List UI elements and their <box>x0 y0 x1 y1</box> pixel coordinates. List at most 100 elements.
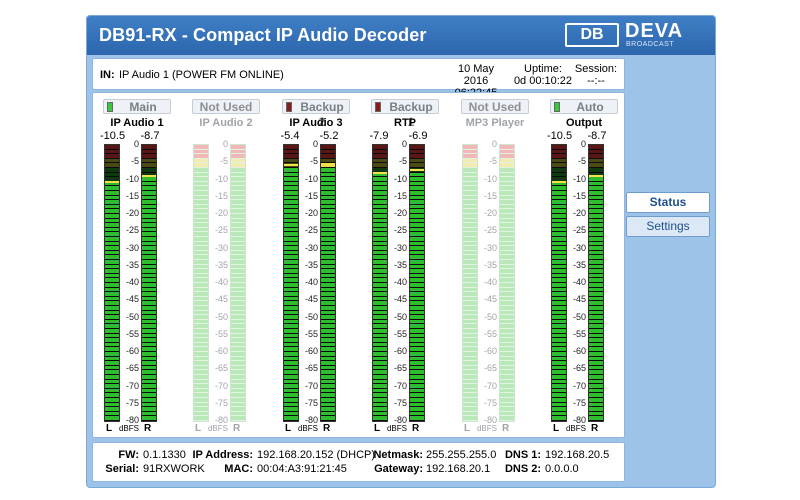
source-button-label: Backup 1 <box>389 100 433 129</box>
meter-segment <box>142 287 156 292</box>
meter-segment <box>463 416 477 420</box>
meter-segment <box>194 214 208 218</box>
meter-segment <box>321 338 335 342</box>
meter-segment <box>105 158 119 163</box>
scale-tick-label: -5 <box>130 156 139 167</box>
meter-segment <box>373 255 387 259</box>
meter-segment <box>410 342 424 347</box>
meter-segment <box>463 163 477 167</box>
meter-segment <box>463 264 477 269</box>
meter-segment <box>589 315 603 319</box>
meter-segment <box>463 227 477 232</box>
netmask-value: 255.255.255.0 <box>426 449 497 461</box>
meter-segment <box>410 209 424 213</box>
meter-segment <box>105 365 119 370</box>
meter-segment <box>105 342 119 347</box>
meter-segment <box>410 172 424 177</box>
level-meter-right <box>409 144 425 422</box>
meter-segment <box>194 200 208 204</box>
meter-segment <box>373 149 387 154</box>
meter-segment <box>410 200 424 204</box>
meter-segment <box>284 278 298 282</box>
meter-segment <box>142 269 156 273</box>
meter-segment <box>500 181 514 186</box>
source-button[interactable]: Not Used <box>461 99 529 114</box>
meter-segment <box>552 301 566 305</box>
meter-segment <box>142 361 156 365</box>
tab-settings[interactable]: Settings <box>626 216 710 237</box>
source-button[interactable]: Auto <box>550 99 618 114</box>
meter-segment <box>552 319 566 324</box>
meter-segment <box>142 338 156 342</box>
meter-segment <box>589 250 603 255</box>
meter-segment <box>552 214 566 218</box>
meter-segment <box>589 393 603 397</box>
meter-segment <box>142 264 156 269</box>
source-button[interactable]: Backup 1 <box>371 99 439 129</box>
meter-segment <box>194 149 208 154</box>
meter-segment <box>373 292 387 296</box>
scale-tick-label: -25 <box>304 225 318 236</box>
meter-segment <box>284 379 298 384</box>
source-button[interactable]: Backup 2 <box>282 99 350 129</box>
meter-segment <box>589 158 603 163</box>
meter-segment <box>105 273 119 278</box>
scale-tick-label: -10 <box>393 173 407 184</box>
scale-tick-label: -30 <box>393 242 407 253</box>
meter-segment <box>284 411 298 416</box>
meter-segment <box>552 416 566 420</box>
source-button[interactable]: Not Used <box>192 99 260 114</box>
meter-segment <box>284 154 298 158</box>
scale-tick-label: -45 <box>393 294 407 305</box>
right-channel-label: R <box>591 423 599 434</box>
meter-segment <box>500 273 514 278</box>
meter-segment <box>284 172 298 177</box>
meter-segment <box>410 260 424 264</box>
meter-segment <box>105 172 119 177</box>
scale-tick-label: -30 <box>572 242 586 253</box>
meter-segment <box>463 407 477 411</box>
meter-segment <box>105 191 119 195</box>
scale-tick-label: -30 <box>483 242 497 253</box>
meter-segment <box>231 260 245 264</box>
meter-segment <box>321 195 335 200</box>
dns2-label: DNS 2: <box>504 463 541 475</box>
meter-segment <box>142 191 156 195</box>
meter-segment <box>589 310 603 315</box>
meter-segment <box>589 411 603 416</box>
meter-segment <box>321 232 335 236</box>
meter-segment <box>410 149 424 154</box>
source-button[interactable]: Main <box>103 99 171 114</box>
meter-segment <box>589 186 603 190</box>
meter-segment <box>410 402 424 407</box>
meter-segment <box>321 393 335 397</box>
meter-segment <box>194 163 208 167</box>
meter-segment <box>105 209 119 213</box>
scale-tick-label: -40 <box>125 277 139 287</box>
meter-segment <box>373 264 387 269</box>
meter-segment <box>105 338 119 342</box>
meter-segment <box>194 186 208 190</box>
session: Session: --:-- <box>571 63 621 87</box>
level-meter-left <box>462 144 478 422</box>
meter-segment <box>284 177 298 181</box>
meter-segment <box>231 402 245 407</box>
meter-segment <box>194 352 208 356</box>
meter-segment <box>373 223 387 227</box>
meter-segment <box>321 154 335 158</box>
meter-segment <box>142 163 156 167</box>
meter-segment <box>589 407 603 411</box>
meter-segment <box>231 388 245 393</box>
meter-segment <box>321 260 335 264</box>
scale-tick-label: -70 <box>393 380 407 391</box>
meter-segment <box>373 365 387 370</box>
meter-segment <box>552 200 566 204</box>
level-meter-left <box>193 144 209 422</box>
meter-segment <box>194 306 208 310</box>
meter-segment <box>463 347 477 351</box>
meter-segment <box>463 195 477 200</box>
level-meter-right <box>588 144 604 422</box>
meter-segment <box>589 356 603 361</box>
tab-status[interactable]: Status <box>626 192 710 213</box>
meter-segment <box>231 398 245 402</box>
